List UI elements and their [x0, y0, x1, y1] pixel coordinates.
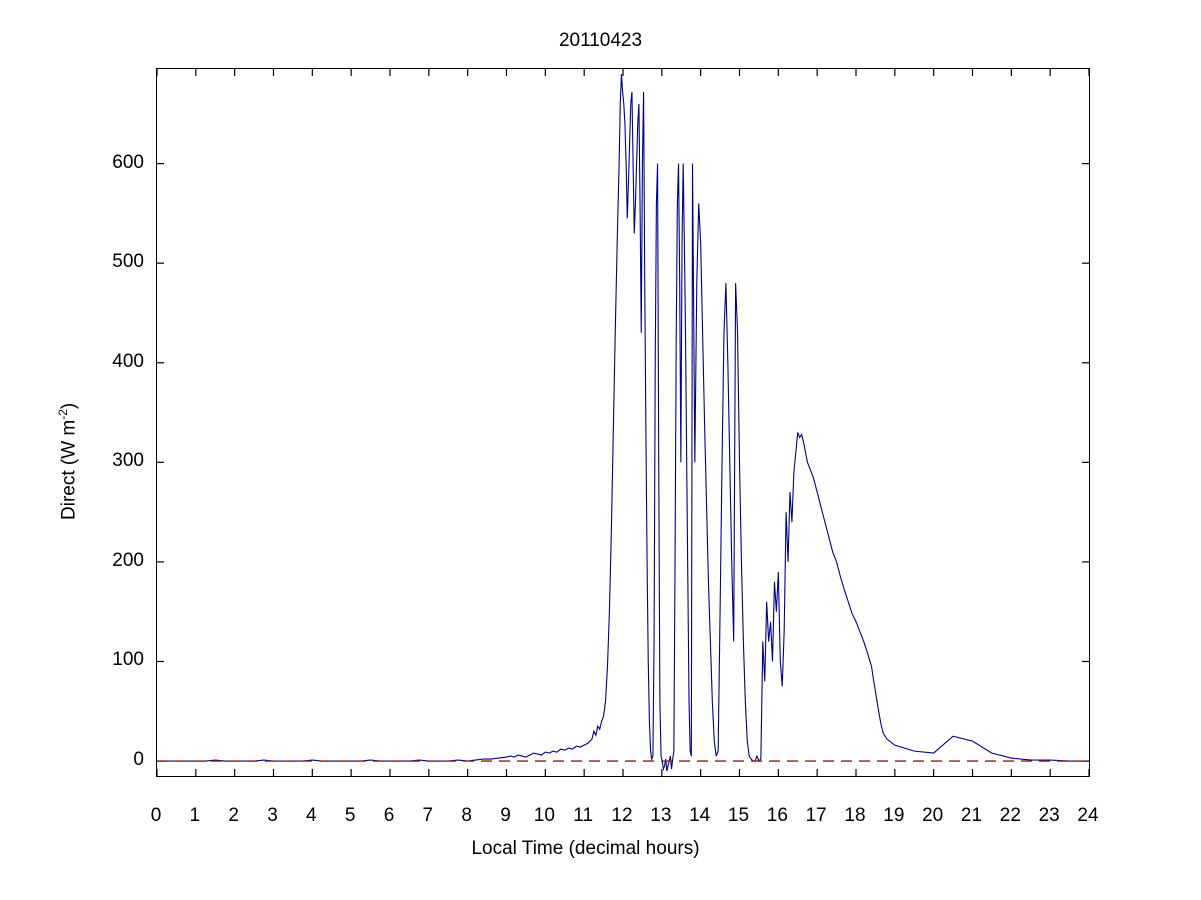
x-tick-label: 16	[766, 805, 788, 826]
x-tick-label-group: 0 1 2 3 4 5 6 7 8 9 10 11 12 13 14 15 16 17 18 19 20 21 22 23 24	[0, 805, 1201, 835]
y-tick-label: 200	[112, 549, 144, 571]
y-tick-label: 0	[133, 749, 144, 771]
x-tick-label: 21	[960, 805, 983, 826]
y-tick-label-group: 0 100 200 300 400 500 600	[82, 0, 144, 900]
y-axis-label: Direct (W m-2)	[56, 403, 80, 520]
x-tick-label: 17	[805, 805, 827, 826]
x-tick-label: 4	[306, 805, 317, 826]
series-path-Direct	[157, 73, 1089, 772]
y-axis-label-paren: )	[58, 402, 80, 410]
chart-title: 20110423	[558, 30, 643, 51]
x-tick-marks	[157, 69, 1089, 776]
data-series-group	[157, 73, 1089, 772]
x-tick-label: 3	[267, 805, 278, 826]
x-tick-label: 5	[344, 805, 356, 826]
x-tick-label: 6	[383, 805, 395, 826]
x-tick-label: 0	[150, 805, 162, 826]
x-tick-label: 11	[573, 805, 594, 826]
x-tick-label: 24	[1077, 805, 1099, 826]
x-tick-label: 23	[1038, 805, 1060, 826]
plot-svg	[157, 69, 1089, 776]
y-tick-label: 300	[112, 450, 144, 472]
x-tick-label: 8	[461, 805, 472, 826]
x-tick-label: 19	[883, 805, 905, 826]
y-tick-marks	[157, 162, 1089, 762]
y-axis-label-exponent: -2	[56, 409, 70, 420]
x-tick-label: 10	[533, 805, 555, 826]
y-tick-label: 600	[112, 151, 144, 173]
x-tick-label: 18	[844, 805, 866, 826]
x-axis-label: Local Time (decimal hours)	[471, 838, 700, 859]
y-axis-label-text: Direct (W m	[58, 419, 80, 520]
x-tick-label: 2	[228, 805, 239, 826]
y-tick-label: 400	[112, 350, 144, 372]
x-tick-label: 9	[500, 805, 511, 826]
x-tick-label: 7	[422, 805, 434, 826]
x-tick-label: 1	[189, 805, 201, 826]
x-tick-label: 12	[611, 805, 633, 826]
x-tick-label: 13	[650, 805, 672, 826]
y-tick-label: 500	[112, 251, 144, 273]
x-tick-label: 20	[922, 805, 944, 826]
x-tick-label: 22	[999, 805, 1021, 826]
plot-area	[156, 68, 1090, 777]
x-tick-label: 14	[689, 805, 711, 826]
x-tick-label: 15	[727, 805, 750, 826]
y-tick-label: 100	[112, 649, 144, 671]
